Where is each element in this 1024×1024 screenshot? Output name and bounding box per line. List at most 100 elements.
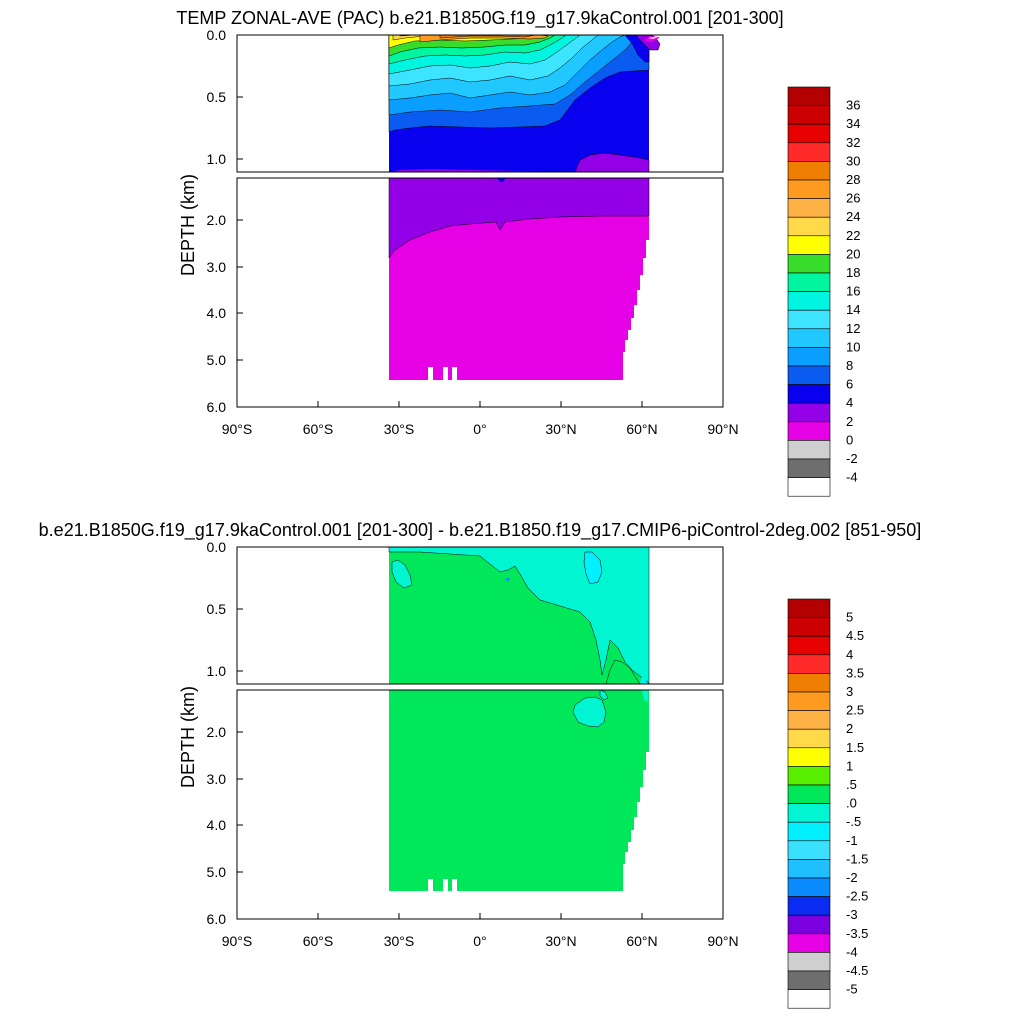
- chart2-colorbar-label-18: -4: [846, 944, 858, 959]
- chart1-colorbar-label-7: 22: [846, 228, 860, 243]
- chart1-colorbar-label-3: 30: [846, 153, 860, 168]
- chart1-colorbar-box-9: [787, 254, 831, 274]
- chart2-xtick-4: 30°N: [545, 933, 576, 949]
- chart1-colorbar-label-8: 20: [846, 246, 860, 261]
- chart1-ytick-2: 1.0: [207, 151, 227, 167]
- chart1-colorbar-box-13: [787, 328, 831, 348]
- chart2-colorbar-box-10: [787, 784, 831, 804]
- chart2-colorbar-label-7: 1.5: [846, 740, 864, 755]
- chart1-colorbar-box-19: [787, 440, 831, 460]
- chart2-colorbar-box-17: [787, 914, 831, 935]
- chart2-colorbar: 54.543.532.521.51.5.0-.5-1-1.5-2-2.5-3-3…: [787, 598, 868, 1009]
- chart1-colorbar-label-4: 28: [846, 172, 860, 187]
- chart1-colorbar-label-0: 36: [846, 98, 860, 113]
- chart1-xtick-6: 90°N: [707, 421, 738, 437]
- chart2-colorbar-label-8: 1: [846, 758, 853, 773]
- chart1-colorbar-box-16: [787, 384, 831, 404]
- chart1-colorbar-box-14: [787, 347, 831, 367]
- chart1-colorbar-label-14: 8: [846, 358, 853, 373]
- chart1-ytick-7: 6.0: [207, 399, 227, 415]
- chart2-ytick-7: 6.0: [207, 911, 227, 927]
- chart1-colorbar-label-19: -2: [846, 451, 858, 466]
- chart1-colorbar-label-9: 18: [846, 265, 860, 280]
- chart1-ytick-3: 2.0: [207, 212, 227, 228]
- chart1-xtick-4: 30°N: [545, 421, 576, 437]
- chart1-colorbar-label-18: 0: [846, 432, 853, 447]
- chart1-title: TEMP ZONAL-AVE (PAC) b.e21.B1850G.f19_g1…: [176, 8, 783, 29]
- chart1-ytick-1: 0.5: [207, 89, 227, 105]
- chart2-xtick-2: 30°S: [384, 933, 415, 949]
- chart2-colorbar-box-8: [787, 747, 831, 767]
- chart1-colorbar-label-2: 32: [846, 135, 860, 150]
- chart2-x-ticks: [236, 913, 724, 919]
- chart2-colorbar-box-5: [787, 691, 831, 711]
- chart2-colorbar-box-7: [787, 728, 831, 749]
- chart2-xtick-5: 60°N: [626, 933, 657, 949]
- chart1-colorbar-box-17: [787, 402, 831, 423]
- chart2-colorbar-label-5: 2.5: [846, 703, 864, 718]
- chart2-colorbar-box-1: [787, 617, 831, 637]
- chart1-colorbar-label-16: 4: [846, 395, 853, 410]
- chart2-colorbar-label-10: .0: [846, 796, 857, 811]
- chart2-colorbar-box-20: [787, 970, 831, 990]
- chart1-xtick-1: 60°S: [303, 421, 334, 437]
- chart2-colorbar-box-13: [787, 840, 831, 860]
- chart2-xtick-1: 60°S: [303, 933, 334, 949]
- chart1-xtick-2: 30°S: [384, 421, 415, 437]
- chart1-colorbar-box-6: [787, 198, 831, 218]
- chart2-ytick-2: 1.0: [207, 663, 227, 679]
- chart2-colorbar-box-18: [787, 933, 831, 953]
- chart2-lower-field: [389, 690, 649, 891]
- chart1-colorbar-box-21: [787, 477, 831, 497]
- chart2-colorbar-box-19: [787, 952, 831, 972]
- chart2-colorbar-label-12: -1: [846, 833, 858, 848]
- chart1-colorbar-box-20: [787, 458, 831, 478]
- chart1-upper-field: [388, 35, 661, 172]
- chart1-colorbar-label-5: 26: [846, 191, 860, 206]
- chart1-colorbar-label-6: 24: [846, 209, 860, 224]
- chart2-colorbar-label-0: 5: [846, 610, 853, 625]
- chart1-xtick-3: 0°: [473, 421, 486, 437]
- chart2-colorbar-label-14: -2: [846, 870, 858, 885]
- chart1-colorbar-label-13: 10: [846, 339, 860, 354]
- chart1-xtick-5: 60°N: [626, 421, 657, 437]
- chart2-ytick-3: 2.0: [207, 724, 227, 740]
- chart2-upper-field: [388, 547, 650, 684]
- chart1-ylabel: DEPTH (km): [178, 174, 198, 276]
- chart2-ytick-4: 3.0: [207, 771, 227, 787]
- chart2-colorbar-label-15: -2.5: [846, 889, 868, 904]
- chart1-colorbar-label-12: 12: [846, 321, 860, 336]
- chart2-title: b.e21.B1850G.f19_g17.9kaControl.001 [201…: [39, 520, 922, 541]
- chart1-colorbar-label-20: -4: [846, 470, 858, 485]
- chart2-ytick-5: 4.0: [207, 817, 227, 833]
- chart2-ytick-6: 5.0: [207, 864, 227, 880]
- chart2-colorbar-label-4: 3: [846, 684, 853, 699]
- chart2-ytick-1: 0.5: [207, 601, 227, 617]
- chart2-colorbar-label-20: -5: [846, 982, 858, 997]
- chart2-colorbar-box-3: [787, 654, 831, 674]
- chart2-colorbar-box-12: [787, 821, 831, 842]
- chart1-ytick-6: 5.0: [207, 352, 227, 368]
- chart1-colorbar-box-5: [787, 179, 831, 199]
- chart1-colorbar-box-4: [787, 161, 831, 181]
- chart1-ytick-4: 3.0: [207, 259, 227, 275]
- chart2-xtick-3: 0°: [473, 933, 486, 949]
- chart2-colorbar-label-9: .5: [846, 777, 857, 792]
- chart2-colorbar-label-17: -3.5: [846, 926, 868, 941]
- chart2-xtick-6: 90°N: [707, 933, 738, 949]
- chart2-colorbar-label-1: 4.5: [846, 628, 864, 643]
- chart1-colorbar-box-0: [787, 86, 831, 106]
- chart1-colorbar-box-18: [787, 421, 831, 441]
- chart2-colorbar-label-6: 2: [846, 721, 853, 736]
- chart1-colorbar-box-11: [787, 291, 831, 311]
- chart2-colorbar-label-19: -4.5: [846, 963, 868, 978]
- chart2-colorbar-box-11: [787, 803, 831, 823]
- chart2-colorbar-box-2: [787, 635, 831, 656]
- chart2-colorbar-label-2: 4: [846, 647, 853, 662]
- chart1-colorbar-label-1: 34: [846, 116, 860, 131]
- chart1-x-ticks: [236, 401, 724, 407]
- chart1-xtick-0: 90°S: [222, 421, 253, 437]
- chart2-y-ticks: [237, 546, 243, 920]
